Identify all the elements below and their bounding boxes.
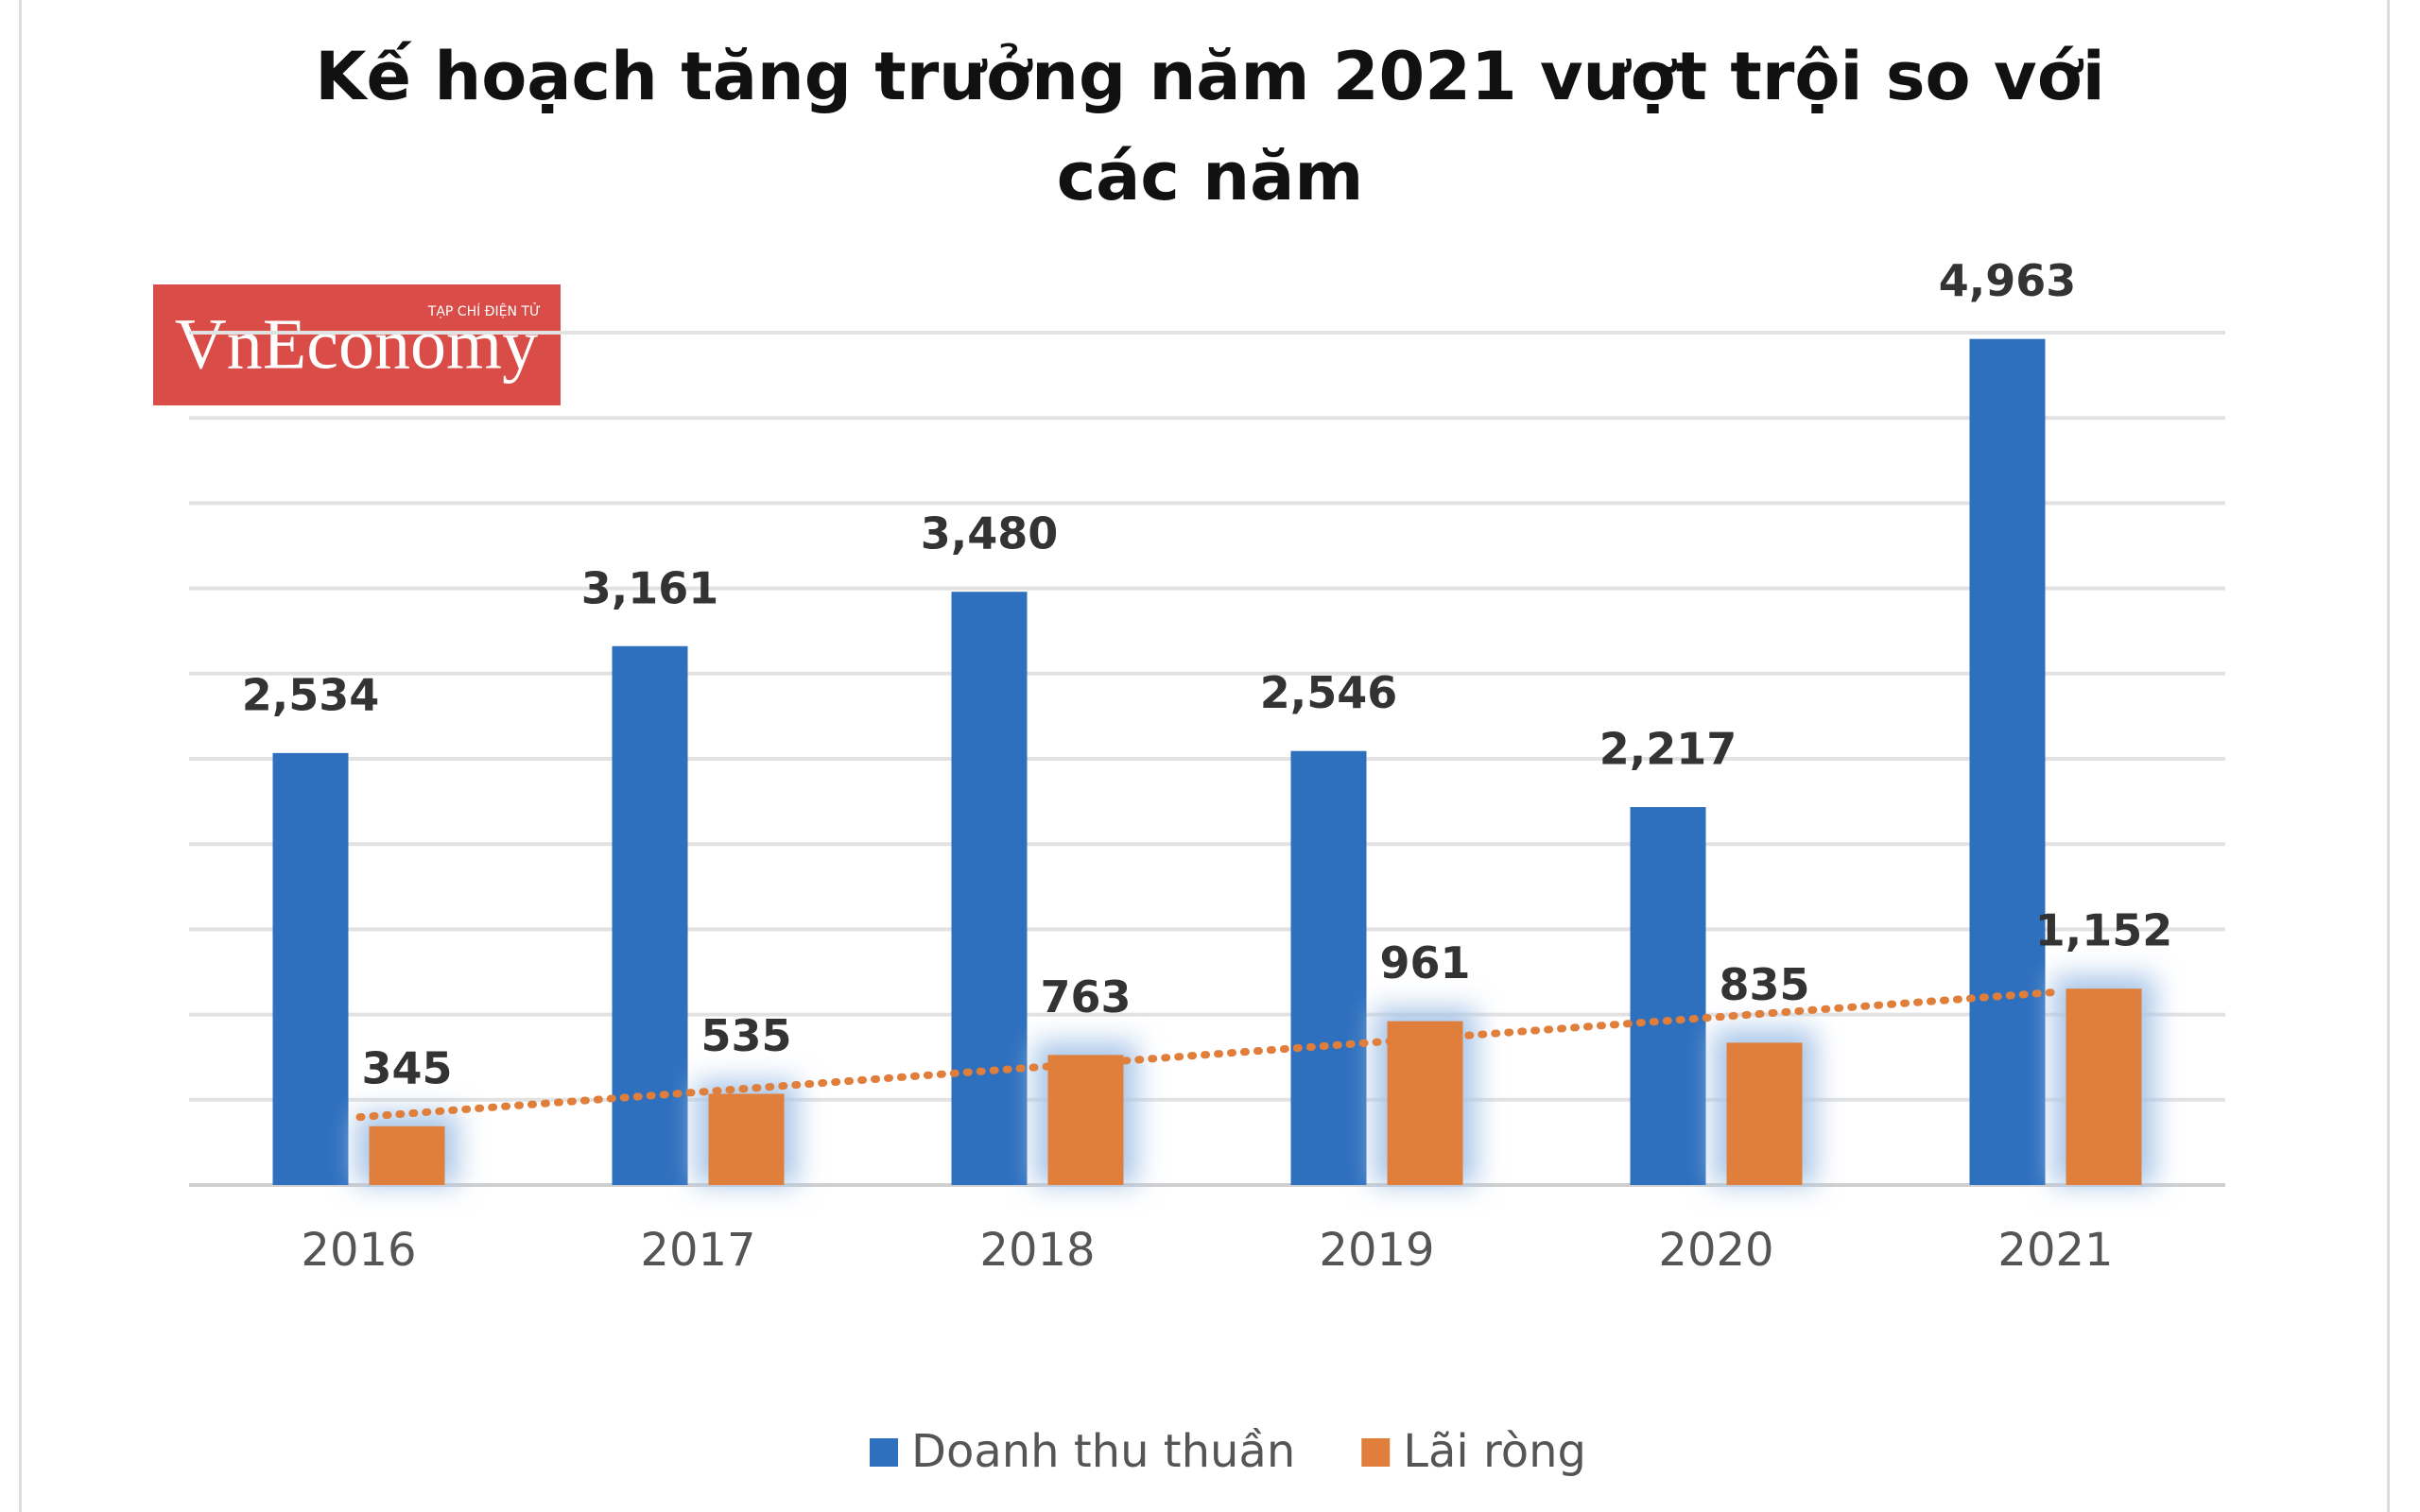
bar xyxy=(1630,807,1706,1185)
legend-swatch xyxy=(870,1438,898,1467)
data-label: 763 xyxy=(1040,971,1131,1022)
bar xyxy=(1290,750,1367,1185)
bar xyxy=(1047,1055,1124,1185)
bar xyxy=(1969,338,2046,1185)
x-tick-label: 2017 xyxy=(640,1224,755,1277)
legend-label: Doanh thu thuần xyxy=(911,1425,1295,1478)
bar xyxy=(1726,1042,1803,1185)
bar xyxy=(2066,988,2142,1185)
frame xyxy=(19,0,2390,1512)
bar xyxy=(1387,1021,1463,1185)
data-label: 2,534 xyxy=(242,669,380,720)
legend-swatch xyxy=(1361,1438,1391,1467)
data-label: 3,161 xyxy=(581,562,719,613)
data-label: 835 xyxy=(1719,959,1809,1010)
data-label: 1,152 xyxy=(2035,905,2173,956)
x-tick-label: 2019 xyxy=(1319,1224,1434,1277)
bar xyxy=(951,592,1028,1185)
x-tick-label: 2018 xyxy=(979,1224,1095,1277)
data-label: 3,480 xyxy=(921,508,1059,559)
logo-text: VnEconomy xyxy=(175,304,538,384)
trendline xyxy=(355,988,2061,1122)
bar xyxy=(708,1093,785,1185)
x-tick-label: 2016 xyxy=(301,1224,416,1277)
chart-title: Kế hoạch tăng trưởng năm 2021 vượt trội … xyxy=(315,38,2105,215)
x-tick-label: 2020 xyxy=(1658,1224,1773,1277)
bar xyxy=(612,645,688,1185)
data-label: 345 xyxy=(361,1042,452,1093)
logo-tagline: TẠP CHÍ ĐIỆN TỬ xyxy=(427,302,541,319)
bar xyxy=(369,1125,445,1185)
data-label: 4,963 xyxy=(1939,255,2077,306)
data-label: 535 xyxy=(700,1010,791,1061)
x-tick-label: 2021 xyxy=(1997,1224,2113,1277)
data-label: 961 xyxy=(1379,937,1470,988)
logo-background xyxy=(153,284,561,405)
bar xyxy=(272,752,349,1185)
legend-label: Lãi ròng xyxy=(1403,1425,1586,1478)
data-label: 2,217 xyxy=(1599,724,1737,775)
data-label: 2,546 xyxy=(1260,667,1398,718)
